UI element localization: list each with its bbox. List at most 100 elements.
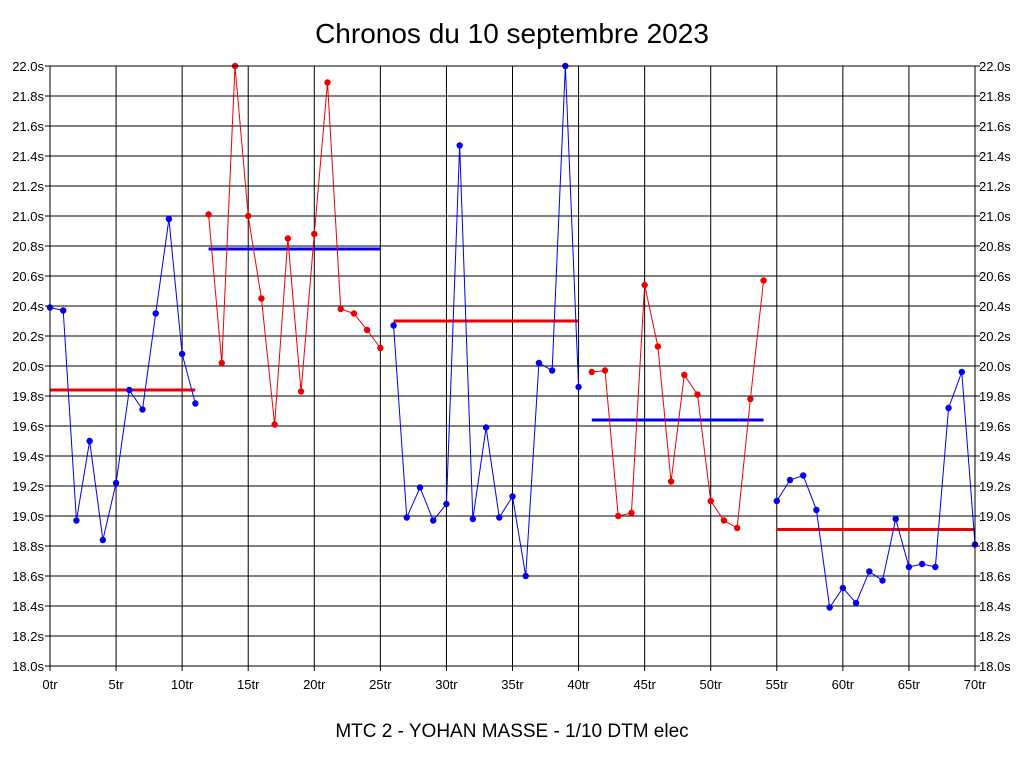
data-point [403, 514, 410, 521]
y-tick-label: 20.4s [12, 299, 44, 314]
series-group [46, 215, 199, 544]
x-tick-label: 45tr [633, 677, 656, 692]
y-tick-label: 20.6s [12, 269, 44, 284]
y-tick-label-right: 19.0s [979, 509, 1011, 524]
y-tick-label-right: 21.0s [979, 209, 1011, 224]
data-point [905, 563, 913, 571]
data-point [178, 350, 186, 358]
data-point [681, 371, 688, 379]
data-point [86, 437, 93, 445]
y-tick-label-right: 21.8s [979, 89, 1011, 104]
x-tick-label: 25tr [369, 677, 392, 692]
x-tick-label: 15tr [237, 677, 260, 692]
grid [49, 65, 976, 667]
data-point [760, 277, 767, 284]
data-point [509, 493, 516, 500]
data-point [390, 322, 397, 329]
data-point [654, 343, 662, 350]
data-point [73, 517, 80, 524]
data-point [575, 383, 582, 391]
y-tick-label-right: 19.6s [979, 419, 1011, 434]
series-group [773, 368, 979, 611]
data-point [112, 479, 120, 487]
y-tick-label-right: 18.4s [979, 599, 1011, 614]
y-tick-label: 20.0s [12, 359, 44, 374]
x-tick-label: 0tr [42, 677, 58, 692]
data-point [297, 388, 305, 395]
data-point [945, 404, 952, 412]
x-tick-label: 30tr [435, 677, 458, 692]
data-point [535, 359, 543, 367]
data-point [311, 230, 318, 238]
data-point [284, 235, 292, 242]
data-point [786, 476, 794, 484]
series-line [591, 280, 765, 529]
data-point [139, 406, 146, 413]
y-tick-label-right: 22.0s [979, 59, 1011, 74]
lap-series [46, 62, 979, 611]
data-point [496, 514, 503, 521]
data-point [363, 326, 371, 334]
y-tick-label: 19.8s [12, 389, 44, 404]
x-tick-label: 10tr [171, 677, 194, 692]
y-tick-label-right: 20.8s [979, 239, 1011, 254]
data-point [192, 400, 199, 407]
data-point [126, 386, 133, 394]
y-tick-label-right: 18.6s [979, 569, 1011, 584]
data-point [667, 478, 675, 485]
data-point [628, 509, 635, 517]
data-point [245, 212, 252, 220]
y-axis-left: 18.0s 18.2s 18.4s 18.6s 18.8s 19.0s 19.2s 19.4s… [12, 59, 50, 674]
data-point [522, 572, 529, 580]
y-tick-label: 21.0s [12, 209, 44, 224]
y-tick-label: 20.2s [12, 329, 44, 344]
data-point [218, 359, 225, 367]
series-line [208, 65, 381, 425]
data-point [443, 500, 450, 508]
data-point [918, 560, 926, 568]
data-point [601, 367, 609, 374]
data-point [773, 497, 780, 505]
x-tick-label: 70tr [964, 677, 987, 692]
data-point [99, 536, 107, 544]
y-tick-label: 18.6s [12, 569, 44, 584]
x-tick-label: 50tr [700, 677, 723, 692]
data-point [205, 211, 212, 218]
y-axis-right: 18.0s 18.2s 18.4s 18.6s 18.8s 19.0s 19.2s 19.4s… [975, 59, 1011, 674]
data-point [826, 604, 833, 611]
data-point [852, 599, 860, 607]
series-group [205, 62, 384, 428]
data-point [377, 344, 384, 352]
data-point [324, 79, 331, 86]
data-point [350, 310, 358, 317]
plot-frame [49, 65, 976, 667]
data-point [733, 524, 741, 532]
y-tick-label-right: 19.2s [979, 479, 1011, 494]
data-point [165, 215, 173, 223]
data-point [456, 142, 463, 149]
data-point [416, 484, 424, 491]
data-point [813, 506, 820, 514]
series-line [776, 371, 976, 609]
data-point [747, 395, 754, 403]
x-tick-label: 40tr [567, 677, 590, 692]
y-tick-label: 18.2s [12, 629, 44, 644]
data-point [720, 517, 728, 524]
data-point [641, 281, 648, 289]
y-tick-label-right: 20.0s [979, 359, 1011, 374]
y-tick-label: 21.8s [12, 89, 44, 104]
y-tick-label: 19.0s [12, 509, 44, 524]
y-tick-label-right: 18.8s [979, 539, 1011, 554]
y-tick-label: 20.8s [12, 239, 44, 254]
y-tick-label-right: 21.2s [979, 179, 1011, 194]
y-tick-label: 18.0s [12, 659, 44, 674]
data-point [707, 497, 714, 505]
data-point [615, 512, 622, 520]
y-tick-label-right: 20.2s [979, 329, 1011, 344]
y-tick-label: 19.4s [12, 449, 44, 464]
data-point [60, 307, 67, 314]
data-point [482, 424, 490, 431]
data-point [839, 584, 847, 592]
y-tick-label: 18.4s [12, 599, 44, 614]
chart-subtitle: MTC 2 - YOHAN MASSE - 1/10 DTM elec [335, 721, 689, 742]
